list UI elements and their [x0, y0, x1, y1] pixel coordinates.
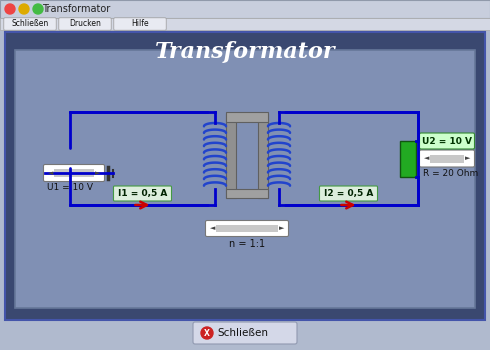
- Circle shape: [19, 4, 29, 14]
- Bar: [0, 0, 490, 18]
- Text: U1 = 10 V: U1 = 10 V: [47, 183, 93, 192]
- FancyBboxPatch shape: [114, 186, 172, 201]
- Text: Drucken: Drucken: [69, 20, 101, 28]
- Bar: [226, 112, 268, 122]
- Circle shape: [5, 4, 15, 14]
- Text: X: X: [204, 329, 210, 337]
- Bar: [226, 189, 268, 198]
- FancyBboxPatch shape: [59, 18, 111, 30]
- Text: ►: ►: [279, 225, 284, 231]
- FancyBboxPatch shape: [419, 133, 474, 149]
- Text: U2 = 10 V: U2 = 10 V: [422, 136, 472, 146]
- Bar: [216, 225, 278, 232]
- Text: Schließen: Schließen: [11, 20, 49, 28]
- Circle shape: [33, 4, 43, 14]
- FancyBboxPatch shape: [44, 164, 104, 182]
- Text: Schließen: Schließen: [217, 328, 268, 338]
- Text: ◄: ◄: [48, 170, 53, 176]
- Text: n = 1:1: n = 1:1: [229, 239, 265, 249]
- Circle shape: [201, 327, 213, 339]
- FancyBboxPatch shape: [205, 220, 289, 237]
- Text: ►: ►: [95, 170, 100, 176]
- Text: R = 20 Ohm: R = 20 Ohm: [423, 169, 478, 178]
- FancyBboxPatch shape: [193, 322, 297, 344]
- Bar: [5, 32, 485, 320]
- FancyBboxPatch shape: [319, 186, 377, 201]
- Text: I2 = 0,5 A: I2 = 0,5 A: [324, 189, 373, 198]
- FancyBboxPatch shape: [419, 150, 474, 167]
- Bar: [258, 114, 268, 198]
- Bar: [430, 154, 464, 162]
- FancyBboxPatch shape: [114, 18, 166, 30]
- Text: I1 = 0,5 A: I1 = 0,5 A: [118, 189, 167, 198]
- Bar: [0, 18, 490, 30]
- Text: ◄: ◄: [424, 155, 429, 161]
- Text: ►: ►: [465, 155, 470, 161]
- Bar: [54, 169, 94, 177]
- FancyBboxPatch shape: [4, 18, 56, 30]
- Text: Hilfe: Hilfe: [131, 20, 149, 28]
- Text: Transformator: Transformator: [42, 4, 110, 14]
- Bar: [400, 140, 416, 176]
- Bar: [15, 50, 475, 308]
- Text: ◄: ◄: [210, 225, 216, 231]
- Text: Transformator: Transformator: [155, 41, 335, 63]
- Bar: [226, 114, 236, 198]
